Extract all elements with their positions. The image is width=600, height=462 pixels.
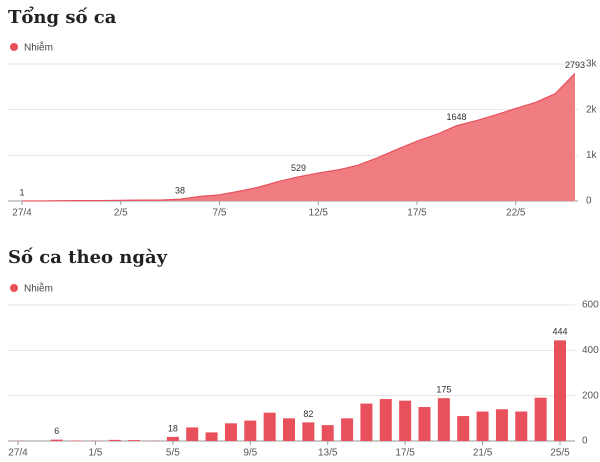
bar <box>166 436 179 441</box>
value-label: 1 <box>19 187 24 197</box>
bar <box>302 422 315 441</box>
x-tick-label: 22/5 <box>506 208 526 219</box>
x-tick-label: 2/5 <box>114 208 128 219</box>
area <box>22 73 575 201</box>
value-label: 18 <box>168 423 178 433</box>
bar <box>515 411 528 441</box>
x-tick-label: 17/5 <box>407 208 427 219</box>
y-tick-label: 600 <box>582 300 599 311</box>
y-tick-label: 1k <box>586 150 598 161</box>
bar <box>283 418 295 441</box>
bar <box>186 427 199 441</box>
value-label: 2793 <box>565 60 585 70</box>
bar <box>379 399 392 441</box>
bar <box>554 340 566 441</box>
x-tick-label: 7/5 <box>213 208 227 219</box>
value-label: 1648 <box>446 112 466 122</box>
area-line <box>22 73 576 202</box>
y-tick-label: 0 <box>582 436 588 447</box>
bar <box>263 412 276 441</box>
legend-label: Nhiễm <box>24 41 53 54</box>
x-tick-label: 9/5 <box>243 448 257 459</box>
bar <box>128 440 141 441</box>
value-label: 529 <box>291 163 306 173</box>
legend-dot <box>10 43 18 51</box>
value-label: 175 <box>436 385 451 395</box>
value-label: 82 <box>303 409 313 419</box>
bar <box>341 418 354 441</box>
bar <box>457 416 470 441</box>
x-tick-label: 27/4 <box>12 208 32 219</box>
x-tick-label: 21/5 <box>473 448 493 459</box>
x-tick-label: 13/5 <box>318 448 338 459</box>
value-label: 444 <box>552 327 567 337</box>
x-tick-label: 25/5 <box>550 448 570 459</box>
bar <box>108 439 121 441</box>
bar <box>224 423 237 441</box>
bar <box>244 420 257 441</box>
x-tick-label: 17/5 <box>395 448 415 459</box>
bar <box>205 432 218 441</box>
bar <box>321 425 334 441</box>
bar <box>476 411 489 441</box>
legend-label: Nhiễm <box>24 282 53 295</box>
bar <box>360 403 373 441</box>
legend-dot <box>10 284 18 292</box>
x-tick-label: 5/5 <box>166 448 180 459</box>
bar <box>437 398 450 441</box>
bar <box>399 400 412 441</box>
chart-title: Số ca theo ngày <box>8 246 168 268</box>
bar <box>534 397 547 441</box>
bar <box>495 409 508 441</box>
bar <box>50 439 63 441</box>
y-tick-label: 400 <box>582 345 599 356</box>
x-tick-label: 12/5 <box>309 208 329 219</box>
value-label: 6 <box>54 426 59 436</box>
y-tick-label: 0 <box>586 196 592 207</box>
y-tick-label: 200 <box>582 390 599 401</box>
y-tick-label: 2k <box>586 104 598 115</box>
y-tick-label: 3k <box>586 59 598 70</box>
x-tick-label: 1/5 <box>88 448 102 459</box>
chart-title: Tổng số ca <box>8 4 117 28</box>
x-tick-label: 27/4 <box>8 448 28 459</box>
value-label: 38 <box>175 186 185 196</box>
bar <box>418 407 431 441</box>
